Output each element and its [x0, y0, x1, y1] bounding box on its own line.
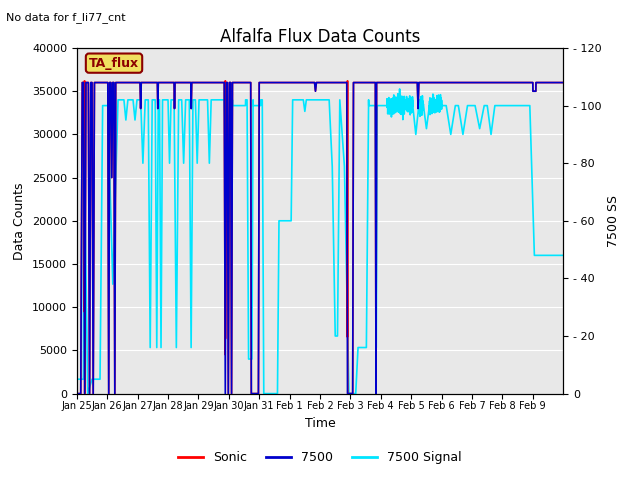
- Title: Alfalfa Flux Data Counts: Alfalfa Flux Data Counts: [220, 28, 420, 47]
- Text: No data for f_li77_cnt: No data for f_li77_cnt: [6, 12, 126, 23]
- Legend: Sonic, 7500, 7500 Signal: Sonic, 7500, 7500 Signal: [173, 446, 467, 469]
- Text: TA_flux: TA_flux: [89, 57, 139, 70]
- Y-axis label: Data Counts: Data Counts: [13, 182, 26, 260]
- X-axis label: Time: Time: [305, 417, 335, 430]
- Y-axis label: 7500 SS: 7500 SS: [607, 195, 620, 247]
